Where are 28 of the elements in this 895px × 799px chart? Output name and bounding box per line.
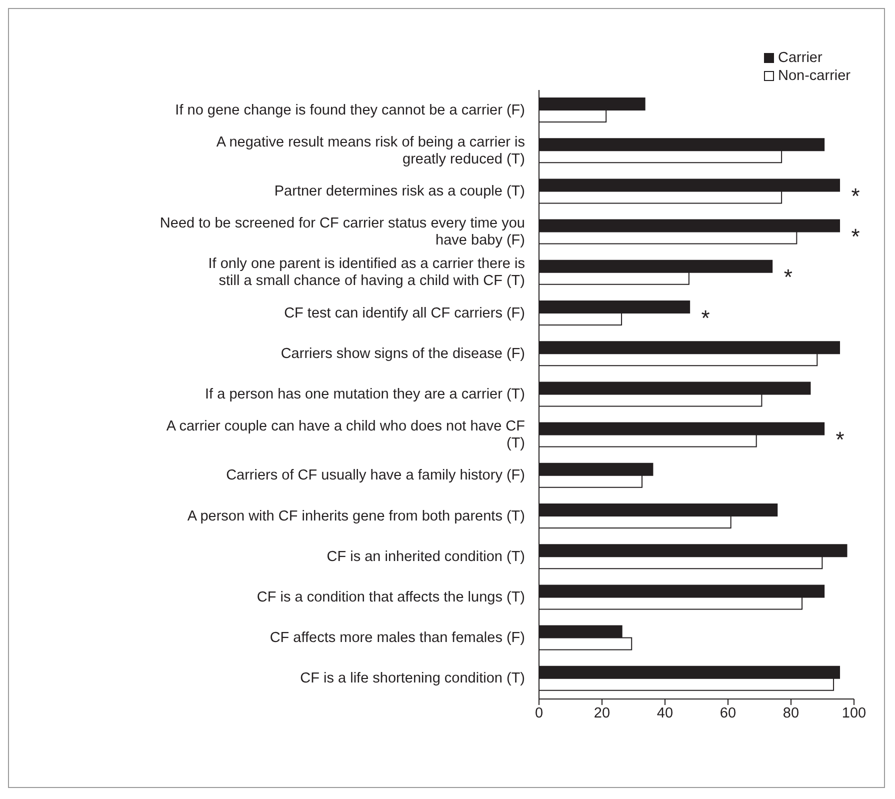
x-tick-label: 0 — [534, 705, 544, 722]
x-tick-label: 100 — [842, 705, 866, 722]
annotation: * — [784, 264, 793, 290]
x-tick-label: 40 — [656, 705, 674, 722]
y-tick-label: CF is an inherited condition (T) — [326, 548, 525, 565]
x-tick-label: 60 — [720, 705, 736, 722]
annotation: * — [851, 184, 860, 208]
annotation: * — [701, 305, 710, 330]
y-tick-label: CF test can identify all CF carriers (F) — [284, 305, 525, 322]
annotation: * — [851, 224, 860, 250]
y-tick-label: Carriers show signs of the disease (F) — [280, 346, 525, 362]
y-tick-label: CF is a life shortening condition (T) — [300, 670, 525, 687]
y-tick-label: If no gene change is found they cannot be a carrier (F) — [175, 102, 525, 118]
legend-label: Non-carrier — [777, 67, 852, 85]
y-tick-label: Partner determines risk as a couple (T) — [274, 184, 525, 200]
x-tick-label: 80 — [782, 705, 800, 722]
y-tick-label: CF is a condition that affects the lungs (T) — [256, 590, 525, 606]
x-tick-label: 20 — [594, 705, 610, 722]
y-tick-label: Carriers of CF usually have a family history (F) — [226, 468, 525, 484]
y-tick-label: A person with CF inherits gene from both parents (T) — [187, 508, 525, 524]
y-tick-label: If only one parent is identified as a carrier there is still a small chance of having a child with CF (T) — [208, 256, 525, 290]
y-tick-label: A negative result means risk of being a carrier is greatly reduced (T) — [216, 134, 525, 168]
y-tick-label: A carrier couple can have a child who does not have CF (T) — [166, 418, 526, 452]
legend-label: Carrier — [777, 49, 824, 67]
y-tick-label: Need to be screened for CF carrier status every time you have baby (F) — [160, 216, 525, 249]
annotation: * — [836, 427, 845, 452]
y-tick-label: If a person has one mutation they are a carrier (T) — [205, 386, 525, 402]
y-tick-label: CF affects more males than females (F) — [270, 630, 525, 646]
